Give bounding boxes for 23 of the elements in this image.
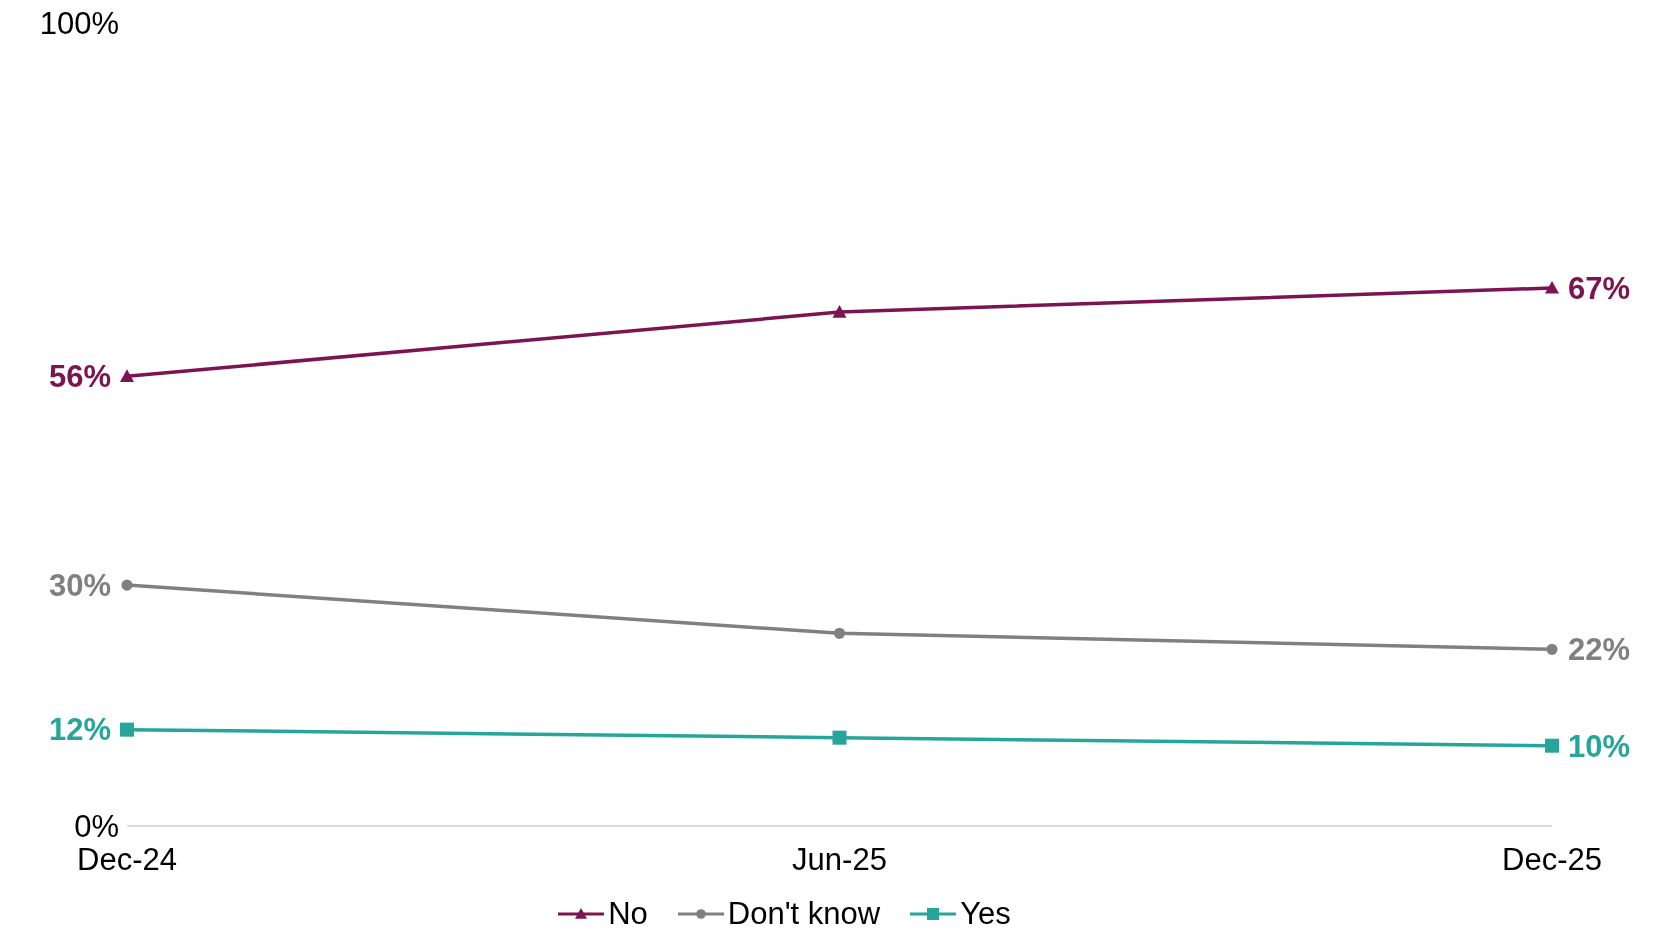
legend-label: Yes <box>960 896 1011 932</box>
data-label: 56% <box>48 359 111 395</box>
point <box>833 627 846 639</box>
y-tick-label: 100% <box>39 6 119 42</box>
point <box>1545 280 1559 294</box>
point <box>1546 643 1558 655</box>
x-tick-label: Dec-25 <box>1502 842 1602 878</box>
point <box>832 730 847 745</box>
legend-label: No <box>608 896 648 932</box>
x-tick-label: Jun-25 <box>792 842 887 878</box>
point <box>832 305 847 318</box>
data-label: 30% <box>48 567 111 603</box>
point <box>121 579 133 591</box>
data-label: 12% <box>48 712 111 748</box>
data-label: 10% <box>1568 728 1631 764</box>
legend-label: Don't know <box>727 896 881 932</box>
data-label: 67% <box>1568 270 1631 306</box>
point <box>1545 738 1559 753</box>
point <box>120 369 134 382</box>
data-label: 22% <box>1568 632 1631 668</box>
point <box>120 722 134 737</box>
x-tick-label: Dec-24 <box>77 842 177 878</box>
y-tick-label: 0% <box>74 809 119 845</box>
